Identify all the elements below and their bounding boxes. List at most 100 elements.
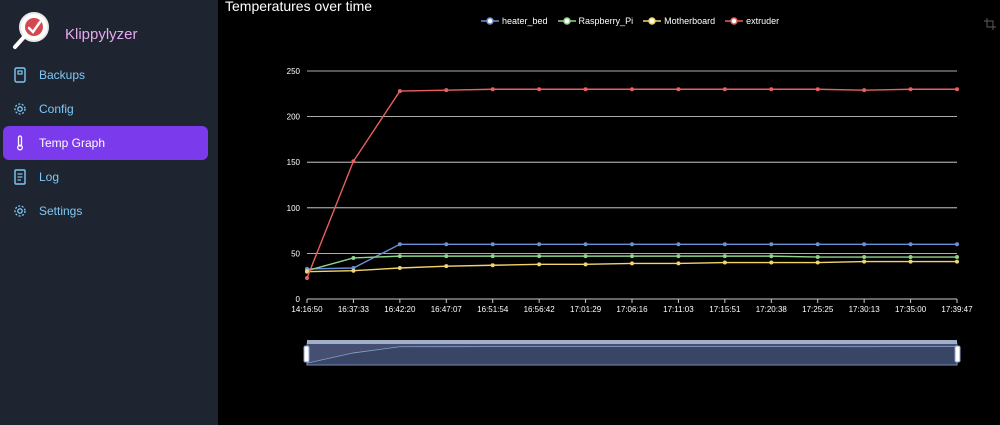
- data-point[interactable]: [769, 87, 774, 92]
- data-point[interactable]: [769, 242, 774, 247]
- data-point[interactable]: [630, 254, 634, 259]
- data-point[interactable]: [351, 159, 356, 164]
- series-heater-bed[interactable]: [305, 242, 959, 271]
- sidebar-item-temp-graph[interactable]: Temp Graph: [3, 126, 208, 160]
- data-point[interactable]: [676, 254, 681, 259]
- data-point[interactable]: [815, 260, 820, 265]
- zoom-window[interactable]: [307, 343, 957, 365]
- data-point[interactable]: [397, 265, 402, 270]
- data-point[interactable]: [397, 242, 402, 247]
- data-point[interactable]: [351, 255, 356, 260]
- sidebar-item-label: Log: [39, 170, 60, 184]
- data-point[interactable]: [722, 260, 727, 265]
- y-tick-label: 100: [287, 204, 301, 213]
- temperature-chart: 0 50 100 150 200 250 14:16:50 16:37:33 16:42:20 1…: [287, 67, 973, 366]
- data-point[interactable]: [537, 262, 542, 267]
- legend-label: heater_bed: [502, 16, 548, 26]
- data-point[interactable]: [537, 242, 542, 247]
- gear-icon: [14, 103, 26, 115]
- data-point[interactable]: [908, 259, 913, 264]
- data-point[interactable]: [630, 242, 634, 247]
- data-point[interactable]: [490, 263, 495, 268]
- data-point[interactable]: [583, 87, 588, 92]
- x-tick-label: 17:15:51: [709, 305, 741, 314]
- data-point[interactable]: [351, 265, 356, 270]
- data-point[interactable]: [676, 261, 681, 266]
- data-point[interactable]: [815, 255, 820, 260]
- data-point[interactable]: [583, 254, 588, 259]
- data-point[interactable]: [862, 88, 867, 93]
- data-point[interactable]: [908, 242, 913, 247]
- sidebar-item-log[interactable]: Log: [3, 160, 208, 194]
- data-point[interactable]: [862, 242, 867, 247]
- data-point[interactable]: [769, 260, 774, 265]
- y-tick-label: 150: [287, 158, 301, 167]
- data-point[interactable]: [722, 242, 727, 247]
- legend-item-raspberry-pi[interactable]: Raspberry_Pi: [557, 13, 634, 29]
- legend-swatch: [643, 17, 662, 25]
- series-motherboard[interactable]: [305, 259, 959, 274]
- data-point[interactable]: [908, 87, 913, 92]
- data-point[interactable]: [444, 242, 449, 247]
- data-point[interactable]: [490, 254, 495, 259]
- data-point[interactable]: [537, 254, 542, 259]
- data-point[interactable]: [444, 88, 449, 93]
- data-point[interactable]: [862, 255, 867, 260]
- legend-label: Raspberry_Pi: [578, 16, 634, 26]
- sidebar-item-settings[interactable]: Settings: [3, 194, 208, 228]
- data-point[interactable]: [862, 259, 867, 264]
- data-point[interactable]: [444, 264, 449, 269]
- data-point[interactable]: [722, 254, 727, 259]
- sidebar-item-label: Settings: [39, 204, 83, 218]
- zoom-handle-left[interactable]: [303, 345, 310, 363]
- series-raspberry-pi[interactable]: [305, 254, 959, 273]
- archive-icon: [14, 67, 26, 83]
- brand[interactable]: Klippylyzer: [12, 8, 212, 56]
- data-point[interactable]: [815, 87, 820, 92]
- data-point[interactable]: [630, 261, 634, 266]
- zoom-handle-right[interactable]: [954, 345, 961, 363]
- x-tick-label: 17:30:13: [849, 305, 881, 314]
- data-point[interactable]: [955, 242, 959, 247]
- data-point[interactable]: [630, 87, 634, 92]
- data-point[interactable]: [444, 254, 449, 259]
- x-tick-label: 17:06:16: [616, 305, 648, 314]
- data-point[interactable]: [815, 242, 820, 247]
- data-point[interactable]: [305, 269, 309, 274]
- data-point[interactable]: [305, 276, 309, 281]
- data-point[interactable]: [351, 268, 356, 273]
- data-point[interactable]: [769, 254, 774, 259]
- data-point[interactable]: [676, 87, 681, 92]
- x-tick-label: 17:25:25: [802, 305, 834, 314]
- x-tick-label: 17:11:03: [663, 305, 694, 314]
- data-point[interactable]: [583, 242, 588, 247]
- data-point[interactable]: [722, 87, 727, 92]
- y-tick-label: 0: [296, 295, 301, 304]
- legend-item-heater-bed[interactable]: heater_bed: [481, 13, 548, 29]
- data-point[interactable]: [397, 89, 402, 94]
- series-line: [306, 88, 957, 279]
- data-point[interactable]: [955, 87, 959, 92]
- legend-item-motherboard[interactable]: Motherboard: [643, 13, 715, 29]
- data-point[interactable]: [955, 255, 959, 260]
- legend-swatch: [557, 17, 576, 25]
- legend-item-extruder[interactable]: extruder: [725, 13, 779, 29]
- x-tick-label: 17:39:47: [941, 305, 973, 314]
- data-point[interactable]: [908, 255, 913, 260]
- legend-label: Motherboard: [664, 16, 716, 26]
- x-tick-label: 17:20:38: [756, 305, 788, 314]
- crop-icon[interactable]: [984, 18, 996, 30]
- y-tick-label: 200: [287, 113, 301, 122]
- data-point[interactable]: [537, 87, 542, 92]
- data-point[interactable]: [676, 242, 681, 247]
- zoom-move-bar[interactable]: [307, 340, 957, 344]
- data-point[interactable]: [583, 262, 588, 267]
- data-point[interactable]: [490, 87, 495, 92]
- data-point[interactable]: [490, 242, 495, 247]
- sidebar-item-config[interactable]: Config: [3, 92, 208, 126]
- sidebar-item-backups[interactable]: Backups: [3, 58, 208, 92]
- zoom-slider[interactable]: [303, 340, 961, 366]
- data-point[interactable]: [397, 254, 402, 259]
- data-point[interactable]: [955, 259, 959, 264]
- series-extruder[interactable]: [305, 87, 959, 281]
